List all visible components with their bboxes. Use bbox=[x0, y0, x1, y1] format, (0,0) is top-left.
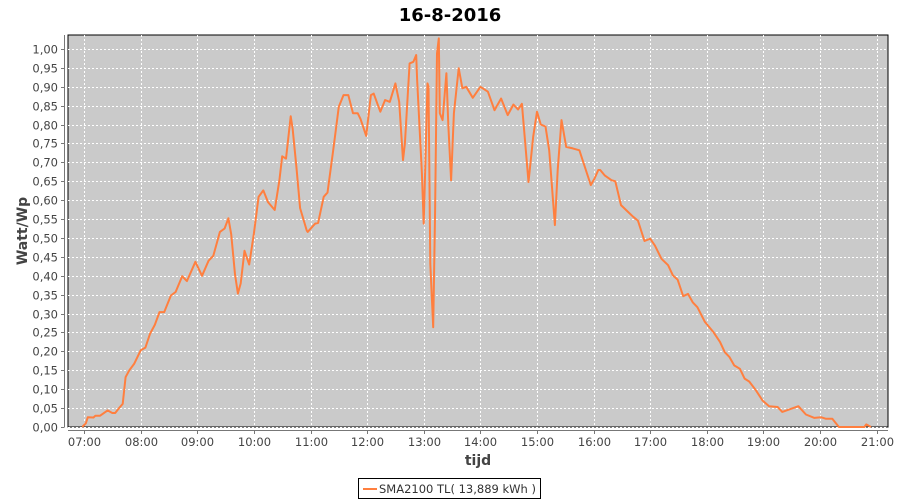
y-tick-label: 0,50 bbox=[32, 232, 58, 246]
x-tick-label: 09:00 bbox=[181, 435, 214, 449]
y-tick-label: 0,95 bbox=[32, 62, 58, 76]
y-tick-label: 0,70 bbox=[32, 156, 58, 170]
plot-area bbox=[67, 34, 889, 428]
x-tick-label: 08:00 bbox=[125, 435, 158, 449]
y-tick-label: 0,35 bbox=[32, 289, 58, 303]
series-line-sma2100 bbox=[81, 37, 872, 428]
x-axis-label: tijd bbox=[465, 453, 491, 469]
axes bbox=[64, 35, 888, 431]
y-tick-label: 0,65 bbox=[32, 175, 58, 189]
y-tick-label: 0,75 bbox=[32, 137, 58, 151]
y-tick-label: 0,45 bbox=[32, 251, 58, 265]
chart-title: 16-8-2016 bbox=[399, 5, 502, 26]
y-tick-label: 0,15 bbox=[32, 364, 58, 378]
y-tick-label: 0,20 bbox=[32, 345, 58, 359]
x-tick-label: 07:00 bbox=[68, 435, 101, 449]
y-axis-label: Watt/Wp bbox=[15, 197, 31, 265]
x-tick-label: 12:00 bbox=[351, 435, 384, 449]
x-tick-label: 19:00 bbox=[747, 435, 780, 449]
x-tick-label: 15:00 bbox=[521, 435, 554, 449]
legend-line-icon bbox=[363, 487, 377, 490]
x-tick-label: 16:00 bbox=[578, 435, 611, 449]
x-tick-label: 21:00 bbox=[861, 435, 894, 449]
y-tick-label: 0,30 bbox=[32, 308, 58, 322]
y-tick-label: 0,40 bbox=[32, 270, 58, 284]
x-tick-label: 11:00 bbox=[295, 435, 328, 449]
grid-lines bbox=[68, 35, 888, 428]
x-ticks: 07:00 08:00 09:00 10:00 11:00 12:00 13:00 14:00… bbox=[68, 430, 894, 449]
legend-label: SMA2100 TL( 13,889 kWh ) bbox=[379, 481, 536, 496]
x-tick-label: 10:00 bbox=[238, 435, 271, 449]
y-tick-label: 0,55 bbox=[32, 213, 58, 227]
y-tick-label: 0,80 bbox=[32, 119, 58, 133]
y-tick-label: 1,00 bbox=[32, 43, 58, 57]
y-tick-label: 0,10 bbox=[32, 383, 58, 397]
y-tick-label: 0,00 bbox=[32, 421, 58, 435]
y-tick-label: 0,90 bbox=[32, 81, 58, 95]
y-ticks: 0,00 0,05 0,10 0,15 0,20 0,25 0,30 0,35 0,40 0,45… bbox=[32, 43, 65, 435]
y-tick-label: 0,85 bbox=[32, 100, 58, 114]
y-tick-label: 0,05 bbox=[32, 402, 58, 416]
x-tick-label: 14:00 bbox=[464, 435, 497, 449]
x-tick-label: 18:00 bbox=[691, 435, 724, 449]
x-tick-label: 20:00 bbox=[804, 435, 837, 449]
y-tick-label: 0,60 bbox=[32, 194, 58, 208]
legend: SMA2100 TL( 13,889 kWh ) bbox=[358, 478, 541, 499]
x-tick-label: 13:00 bbox=[408, 435, 441, 449]
y-tick-label: 0,25 bbox=[32, 326, 58, 340]
x-tick-label: 17:00 bbox=[634, 435, 667, 449]
